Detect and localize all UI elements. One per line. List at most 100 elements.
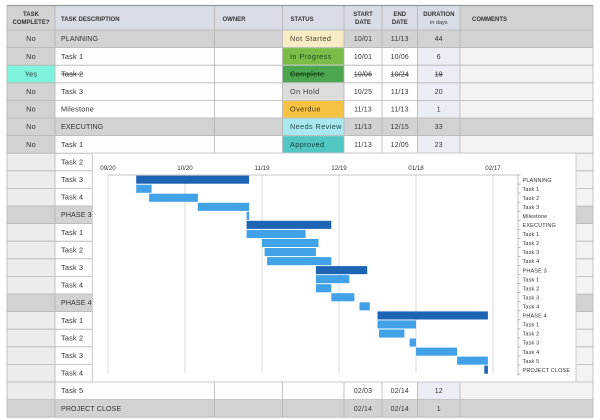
svg-text:Task 3: Task 3 <box>61 351 83 360</box>
svg-text:11/13: 11/13 <box>354 124 372 131</box>
svg-text:10/06: 10/06 <box>354 71 372 78</box>
svg-text:6: 6 <box>437 54 441 61</box>
svg-text:PLANNING: PLANNING <box>61 35 98 43</box>
svg-text:Yes: Yes <box>25 69 38 78</box>
svg-text:Task 1: Task 1 <box>61 140 83 149</box>
svg-text:Task 5: Task 5 <box>61 386 83 395</box>
svg-text:10/01: 10/01 <box>354 54 372 61</box>
svg-text:19: 19 <box>435 71 443 78</box>
svg-text:TASK DESCRIPTION: TASK DESCRIPTION <box>61 17 120 23</box>
svg-text:TASK: TASK <box>23 12 40 18</box>
svg-text:1: 1 <box>437 406 441 413</box>
svg-text:PROJECT CLOSE: PROJECT CLOSE <box>523 368 571 374</box>
svg-text:Not Started: Not Started <box>290 34 331 43</box>
svg-text:Task 2: Task 2 <box>523 286 540 292</box>
svg-text:PLANNING: PLANNING <box>523 178 552 184</box>
svg-text:1: 1 <box>437 107 441 114</box>
svg-text:Task 2: Task 2 <box>61 157 83 166</box>
svg-text:02/03: 02/03 <box>354 388 372 395</box>
svg-text:10/20: 10/20 <box>177 165 193 172</box>
svg-text:PROJECT CLOSE: PROJECT CLOSE <box>61 405 121 413</box>
svg-text:Task 1: Task 1 <box>523 232 540 238</box>
svg-text:Task 1: Task 1 <box>523 277 540 283</box>
svg-text:Complete: Complete <box>290 69 324 78</box>
svg-text:Task 4: Task 4 <box>61 281 83 290</box>
svg-text:12: 12 <box>435 388 443 395</box>
svg-text:Task 4: Task 4 <box>61 369 83 378</box>
svg-text:Task 1: Task 1 <box>523 323 540 329</box>
svg-text:Task 1: Task 1 <box>523 187 540 193</box>
svg-text:PHASE 4: PHASE 4 <box>523 314 547 320</box>
svg-text:STATUS: STATUS <box>291 17 314 23</box>
svg-text:Task 1: Task 1 <box>61 316 83 325</box>
svg-text:PHASE 3: PHASE 3 <box>523 268 547 274</box>
svg-text:Task 2: Task 2 <box>523 241 540 247</box>
svg-text:No: No <box>26 122 36 131</box>
svg-text:PHASE 4: PHASE 4 <box>61 299 92 307</box>
svg-text:Task 3: Task 3 <box>61 87 83 96</box>
svg-text:11/13: 11/13 <box>391 89 409 96</box>
svg-text:02/17: 02/17 <box>485 165 501 172</box>
svg-text:No: No <box>26 52 36 61</box>
svg-text:Task 3: Task 3 <box>61 175 83 184</box>
svg-text:No: No <box>26 34 36 43</box>
svg-text:23: 23 <box>435 142 443 149</box>
svg-text:02/14: 02/14 <box>391 406 409 413</box>
svg-text:Task 3: Task 3 <box>523 295 540 301</box>
svg-text:COMPLETE?: COMPLETE? <box>13 20 50 26</box>
svg-text:Task 2: Task 2 <box>61 245 83 254</box>
svg-text:11/13: 11/13 <box>354 107 372 114</box>
svg-text:12/19: 12/19 <box>331 165 347 172</box>
svg-text:10/24: 10/24 <box>391 71 409 78</box>
svg-text:Task 4: Task 4 <box>523 259 540 265</box>
svg-text:12/15: 12/15 <box>391 124 409 131</box>
svg-text:END: END <box>393 12 406 18</box>
svg-text:Task 5: Task 5 <box>523 359 540 365</box>
svg-text:Approved: Approved <box>290 140 324 149</box>
svg-text:Task 2: Task 2 <box>523 196 540 202</box>
svg-text:Task 3: Task 3 <box>523 250 540 256</box>
svg-text:Needs Review: Needs Review <box>290 122 342 131</box>
svg-text:DURATION: DURATION <box>423 12 454 18</box>
svg-text:Task 2: Task 2 <box>61 333 83 342</box>
svg-text:COMMENTS: COMMENTS <box>472 17 507 23</box>
svg-text:20: 20 <box>435 89 443 96</box>
svg-text:DATE: DATE <box>392 20 408 26</box>
svg-text:33: 33 <box>435 124 443 131</box>
svg-text:START: START <box>353 12 373 18</box>
svg-text:No: No <box>26 105 36 114</box>
svg-text:Task 1: Task 1 <box>61 52 83 61</box>
svg-text:02/14: 02/14 <box>391 388 409 395</box>
svg-text:11/19: 11/19 <box>254 165 270 172</box>
svg-text:Milestone: Milestone <box>61 105 94 114</box>
svg-text:44: 44 <box>435 36 443 43</box>
svg-text:No: No <box>26 140 36 149</box>
svg-text:11/13: 11/13 <box>391 107 409 114</box>
svg-text:Task 4: Task 4 <box>61 193 83 202</box>
svg-text:EXECUTING: EXECUTING <box>523 223 556 229</box>
svg-text:In Progress: In Progress <box>290 52 332 61</box>
svg-text:Task 1: Task 1 <box>61 228 83 237</box>
svg-text:10/01: 10/01 <box>354 36 372 43</box>
svg-text:01/18: 01/18 <box>408 165 424 172</box>
svg-text:No: No <box>26 87 36 96</box>
svg-text:11/13: 11/13 <box>354 142 372 149</box>
svg-text:EXECUTING: EXECUTING <box>61 123 103 131</box>
svg-text:10/25: 10/25 <box>354 89 372 96</box>
svg-text:in days: in days <box>430 20 448 26</box>
svg-text:On Hold: On Hold <box>290 87 320 96</box>
svg-text:Milestone: Milestone <box>523 214 548 220</box>
svg-text:10/06: 10/06 <box>391 54 409 61</box>
svg-text:Task 2: Task 2 <box>61 69 83 78</box>
svg-text:PHASE 3: PHASE 3 <box>61 211 92 219</box>
svg-text:Task 2: Task 2 <box>523 332 540 338</box>
svg-text:Task 4: Task 4 <box>523 350 540 356</box>
svg-text:OWNER: OWNER <box>223 17 247 23</box>
svg-text:02/14: 02/14 <box>354 406 372 413</box>
svg-text:Overdue: Overdue <box>290 105 321 114</box>
svg-text:Task 3: Task 3 <box>523 205 540 211</box>
svg-text:DATE: DATE <box>355 20 371 26</box>
svg-text:Task 4: Task 4 <box>523 305 540 311</box>
svg-text:Task 3: Task 3 <box>523 341 540 347</box>
svg-text:11/13: 11/13 <box>391 36 409 43</box>
